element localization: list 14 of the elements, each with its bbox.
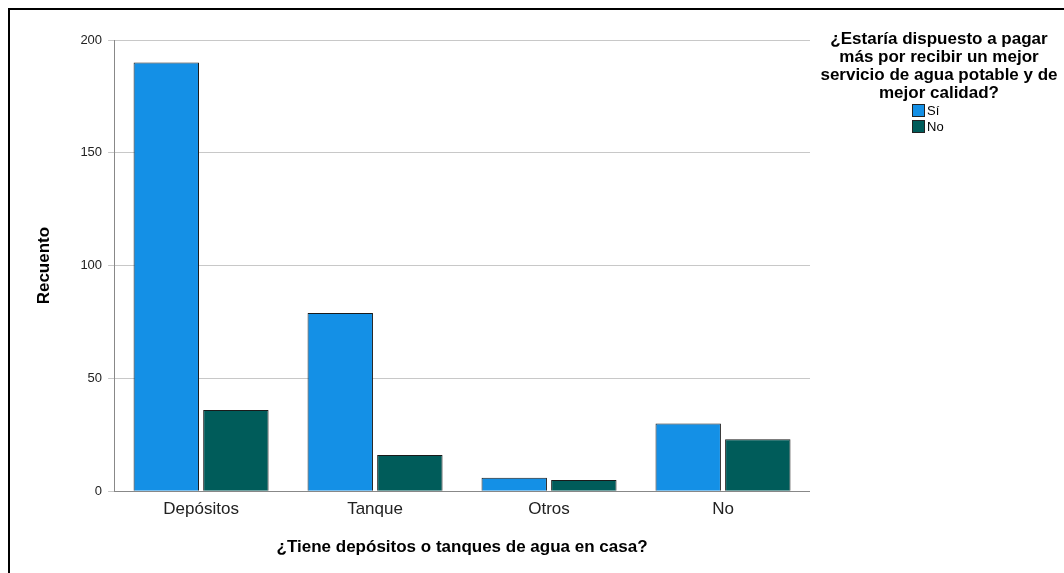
legend-label: No (927, 119, 944, 134)
y-tick-label: 150 (80, 144, 103, 160)
legend-label: Sí (927, 103, 940, 118)
x-tick-label: No (712, 499, 734, 519)
y-tick-label: 50 (87, 369, 103, 385)
y-tick-label: 100 (80, 257, 103, 273)
x-tick-label: Otros (528, 499, 570, 519)
y-tick-label: 200 (80, 31, 103, 47)
legend-title: ¿Estaría dispuesto a pagar más por recibir un mejor servicio de agua potable y de mejor calidad? (820, 29, 1058, 102)
y-axis-title: Recuento (33, 226, 53, 305)
y-tick-label: 0 (94, 482, 103, 498)
x-axis-title: ¿Tiene depósitos o tanques de agua en casa? (276, 537, 648, 557)
x-tick-label: Tanque (347, 499, 403, 519)
x-tick-label: Depósitos (163, 499, 239, 519)
